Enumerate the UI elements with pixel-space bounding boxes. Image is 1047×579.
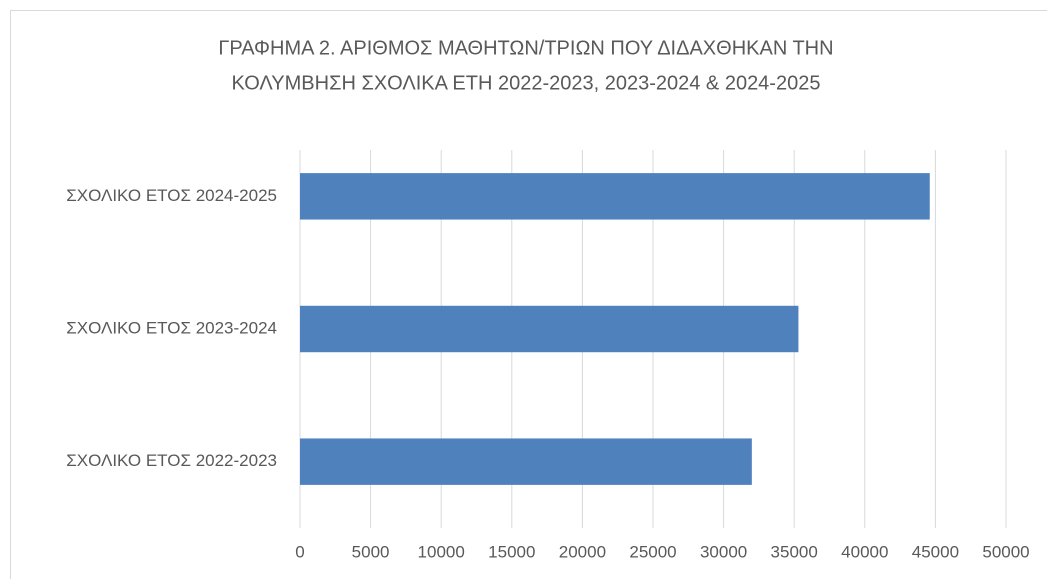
x-tick-label: 10000 [418,542,465,561]
chart-title: ΚΟΛΥΜΒΗΣΗ ΣΧΟΛΙΚΑ ΕΤΗ 2022-2023, 2023-20… [232,72,821,94]
y-tick-label: ΣΧΟΛΙΚΟ ΕΤΟΣ 2023-2024 [66,318,277,337]
bar [300,173,930,220]
x-tick-label: 15000 [488,542,535,561]
bar [300,438,752,485]
x-tick-label: 45000 [912,542,959,561]
x-tick-label: 5000 [352,542,390,561]
bar [300,305,799,353]
chart-title: ΓΡΑΦΗΜΑ 2. ΑΡΙΘΜΟΣ ΜΑΘΗΤΩΝ/ΤΡΙΩΝ ΠΟΥ ΔΙΔ… [218,37,833,59]
x-tick-label: 25000 [629,542,676,561]
y-tick-label: ΣΧΟΛΙΚΟ ΕΤΟΣ 2024-2025 [66,186,277,205]
x-tick-label: 20000 [559,542,606,561]
x-tick-label: 30000 [700,542,747,561]
x-tick-label: 50000 [982,542,1029,561]
x-tick-label: 0 [295,542,304,561]
x-tick-label: 40000 [841,542,888,561]
chart-border [10,10,1047,579]
x-tick-label: 35000 [771,542,818,561]
y-tick-label: ΣΧΟΛΙΚΟ ΕΤΟΣ 2022-2023 [66,451,277,470]
